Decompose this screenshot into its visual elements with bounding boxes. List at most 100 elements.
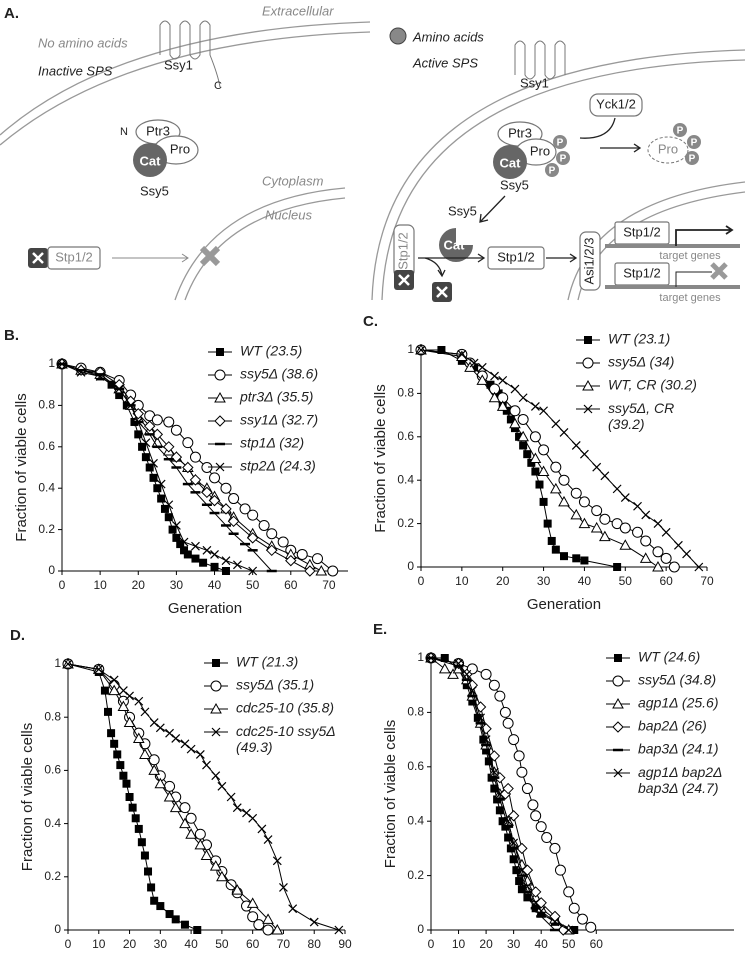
y-tick-label: 0.2	[44, 869, 61, 883]
marker	[640, 535, 652, 547]
marker	[137, 838, 146, 847]
icon	[398, 274, 410, 286]
panel-label: C.	[363, 313, 378, 330]
marker	[537, 909, 546, 918]
marker	[509, 855, 518, 864]
marker	[503, 816, 513, 826]
marker	[185, 828, 197, 839]
marker	[495, 806, 504, 815]
y-tick-label: 0.4	[38, 480, 55, 494]
label: P	[689, 154, 696, 165]
marker	[538, 444, 550, 456]
arrow	[579, 117, 616, 139]
marker	[133, 417, 143, 427]
marker	[109, 675, 119, 685]
marker	[200, 849, 213, 861]
marker	[473, 713, 482, 722]
x-tick-label: 80	[308, 937, 322, 951]
marker	[490, 784, 499, 793]
legend-marker	[214, 415, 226, 427]
y-tick-label: 0	[48, 563, 55, 577]
marker	[176, 540, 185, 549]
marker	[288, 904, 298, 914]
marker	[95, 371, 105, 381]
marker	[580, 449, 589, 459]
y-axis-label: Fraction of viable cells	[13, 393, 30, 541]
marker	[521, 783, 533, 795]
marker	[476, 713, 486, 723]
marker	[169, 801, 182, 813]
marker	[641, 510, 651, 520]
stp-box	[47, 246, 101, 270]
marker	[477, 362, 487, 372]
marker	[554, 864, 566, 876]
marker	[154, 777, 167, 789]
marker	[578, 517, 591, 529]
marker	[125, 691, 134, 701]
yck-box	[589, 93, 643, 117]
marker	[114, 384, 124, 394]
marker	[438, 662, 451, 674]
label: Yck1/2	[596, 96, 636, 111]
marker	[639, 552, 652, 563]
marker	[194, 828, 206, 840]
marker	[180, 546, 189, 555]
marker	[468, 697, 477, 706]
y-tick-label: 0.6	[407, 759, 424, 773]
marker	[550, 461, 562, 473]
arrow	[424, 257, 446, 278]
marker	[537, 465, 550, 477]
legend-marker	[214, 391, 226, 403]
y-tick-label: 0	[54, 922, 61, 936]
stp-box	[487, 246, 545, 270]
marker	[416, 345, 426, 355]
legend-marker	[215, 462, 225, 472]
marker	[309, 917, 319, 927]
marker	[523, 893, 532, 902]
x-tick-label: 50	[619, 574, 633, 588]
marker	[209, 472, 221, 484]
marker	[531, 898, 541, 908]
legend-label: agp1Δ bap2Δ bap3Δ (24.7)	[638, 764, 722, 796]
marker	[523, 450, 532, 459]
marker	[232, 560, 242, 570]
legend-label: WT (23.1)	[608, 331, 670, 347]
series-line	[430, 657, 592, 928]
x-tick-label: 10	[455, 574, 469, 588]
block	[199, 245, 221, 267]
marker	[179, 817, 191, 829]
membrane	[0, 31, 371, 146]
marker	[107, 380, 116, 389]
x-tick-label: 30	[170, 578, 184, 592]
label: target genes	[659, 292, 721, 304]
label: P	[691, 138, 698, 149]
marker	[580, 556, 589, 565]
series-line	[430, 657, 569, 931]
legend-marker	[612, 721, 624, 733]
cat	[493, 145, 527, 179]
marker	[183, 550, 192, 559]
marker	[660, 552, 672, 564]
label: Cat	[500, 155, 522, 170]
marker	[110, 739, 119, 748]
legend-label: ssy5Δ, CR (39.2)	[608, 400, 674, 432]
y-tick-label: 0.2	[397, 516, 414, 530]
marker	[599, 530, 611, 542]
transmembrane	[159, 20, 221, 88]
marker	[217, 781, 227, 791]
y-tick-label: 0.8	[407, 705, 424, 719]
marker	[131, 814, 140, 823]
x-tick-label: 10	[92, 937, 106, 951]
x-tick-label: 40	[578, 574, 592, 588]
marker	[529, 886, 542, 898]
series-line	[67, 663, 339, 931]
marker	[577, 913, 588, 925]
marker	[311, 553, 323, 565]
marker	[480, 668, 492, 680]
marker	[547, 536, 556, 545]
marker	[653, 519, 663, 529]
chart: 00.20.40.60.810 10 20 30 40 50 60 70 80 90D.Fract…	[10, 627, 352, 951]
marker	[541, 832, 553, 844]
label: target genes	[659, 250, 721, 262]
